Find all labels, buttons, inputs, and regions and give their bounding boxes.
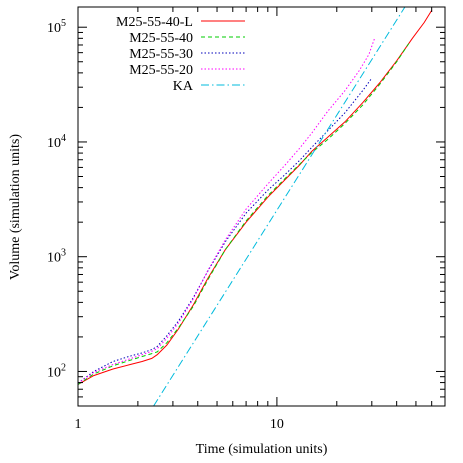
y-axis-label: Volume (simulation units) [8,134,23,280]
x-tick-label: 1 [75,417,82,432]
legend-label-0: M25-55-40-L [116,15,193,30]
legend-label-2: M25-55-30 [129,47,193,62]
y-tick-label: 102 [47,362,66,380]
y-tick-label: 104 [47,133,66,151]
y-tick-base: 10 [47,365,61,380]
y-tick-label: 105 [47,18,66,36]
series-line-2 [78,77,373,384]
y-tick-base: 10 [47,136,61,151]
y-tick-base: 10 [47,251,61,266]
y-tick-exponent: 5 [61,18,66,29]
series-layer [78,7,433,406]
legend-label-3: M25-55-20 [129,63,193,78]
plot-frame [77,6,446,407]
legend-label-1: M25-55-40 [129,31,193,46]
series-line-1 [78,43,410,385]
y-tick-exponent: 2 [61,362,66,373]
legend-label-4: KA [173,79,194,94]
series-line-4 [153,7,406,406]
y-tick-label: 103 [47,248,66,266]
series-line-0 [78,10,433,385]
y-tick-base: 10 [47,21,61,36]
x-tick-label: 10 [270,417,284,432]
y-tick-exponent: 3 [61,248,66,259]
x-axis-label: Time (simulation units) [196,442,328,457]
series-line-3 [78,38,376,384]
y-tick-exponent: 4 [61,133,66,144]
